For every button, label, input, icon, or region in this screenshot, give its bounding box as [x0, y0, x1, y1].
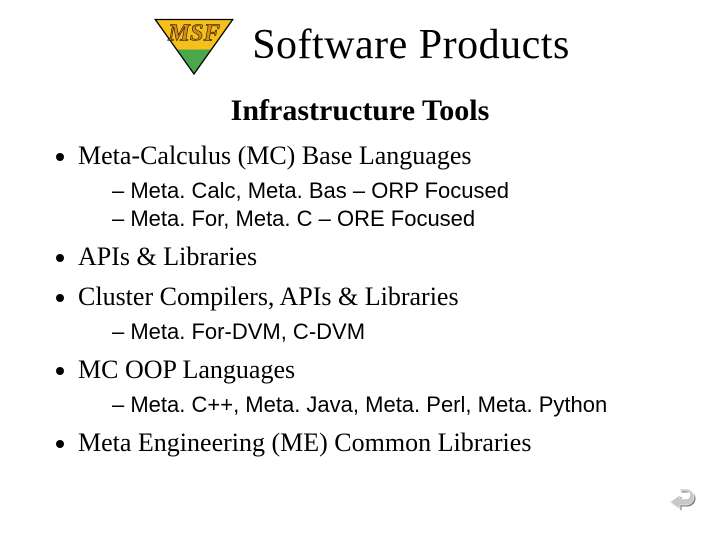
list-item: MC OOP Languages Meta. C++, Meta. Java, …	[78, 352, 720, 419]
bullet-text: APIs & Libraries	[78, 242, 257, 271]
sub-list: Meta. C++, Meta. Java, Meta. Perl, Meta.…	[78, 391, 720, 419]
sub-item: Meta. For-DVM, C-DVM	[112, 318, 720, 346]
sub-item: Meta. Calc, Meta. Bas – ORP Focused	[112, 177, 720, 205]
slide-title: Software Products	[252, 21, 570, 69]
sub-list: Meta. Calc, Meta. Bas – ORP Focused Meta…	[78, 177, 720, 233]
bullet-text: Cluster Compilers, APIs & Libraries	[78, 282, 459, 311]
u-turn-back-icon	[668, 487, 698, 517]
sub-list: Meta. For-DVM, C-DVM	[78, 318, 720, 346]
list-item: Meta Engineering (ME) Common Libraries	[78, 425, 720, 460]
list-item: APIs & Libraries	[78, 239, 720, 274]
msf-logo-icon: MSF	[150, 14, 238, 76]
bullet-text: Meta-Calculus (MC) Base Languages	[78, 141, 472, 170]
svg-text:MSF: MSF	[167, 20, 221, 47]
slide: MSF Software Products Infrastructure Too…	[0, 0, 720, 540]
sub-text: Meta. For, Meta. C – ORE Focused	[130, 206, 475, 231]
bullet-list: Meta-Calculus (MC) Base Languages Meta. …	[0, 138, 720, 460]
bullet-text: MC OOP Languages	[78, 355, 295, 384]
slide-subtitle: Infrastructure Tools	[0, 94, 720, 128]
sub-item: Meta. C++, Meta. Java, Meta. Perl, Meta.…	[112, 391, 720, 419]
sub-text: Meta. For-DVM, C-DVM	[130, 319, 365, 344]
back-button[interactable]	[668, 487, 698, 522]
list-item: Cluster Compilers, APIs & Libraries Meta…	[78, 279, 720, 346]
sub-item: Meta. For, Meta. C – ORE Focused	[112, 205, 720, 233]
sub-text: Meta. Calc, Meta. Bas – ORP Focused	[130, 178, 509, 203]
slide-header: MSF Software Products	[0, 0, 720, 76]
bullet-text: Meta Engineering (ME) Common Libraries	[78, 428, 531, 457]
sub-text: Meta. C++, Meta. Java, Meta. Perl, Meta.…	[130, 392, 607, 417]
list-item: Meta-Calculus (MC) Base Languages Meta. …	[78, 138, 720, 233]
